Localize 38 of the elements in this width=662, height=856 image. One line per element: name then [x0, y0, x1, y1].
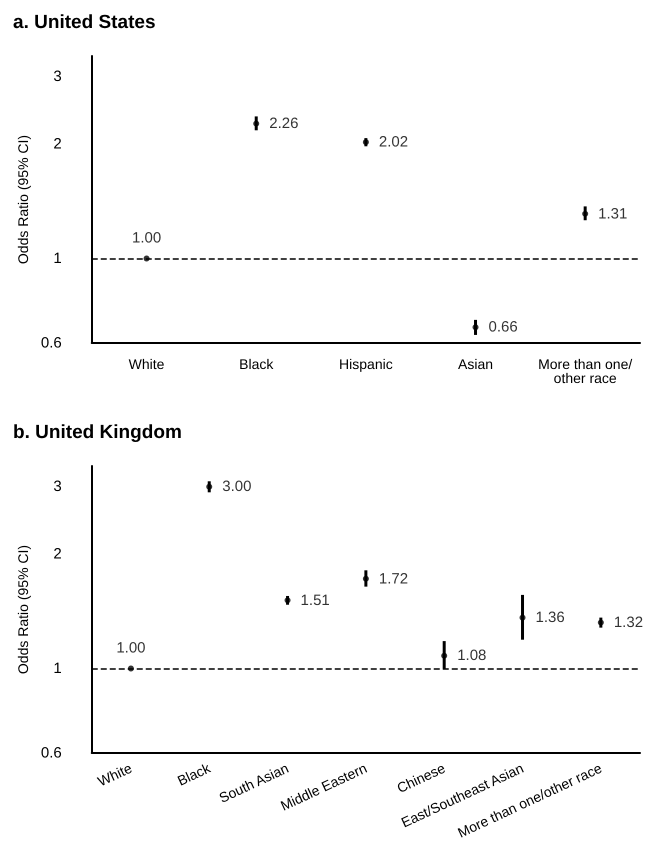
x-tick-label: White: [128, 356, 165, 372]
data-label: 3.00: [222, 478, 252, 496]
x-tick-label: White: [95, 760, 134, 790]
y-tick-label: 2: [53, 545, 62, 562]
point: [472, 324, 479, 330]
data-label: 1.32: [614, 614, 644, 632]
chart-title: a. United States: [13, 12, 156, 33]
data-label: 1.08: [457, 647, 486, 664]
point: [253, 120, 260, 127]
data-label: 1.51: [300, 592, 330, 609]
y-tick-label: 0.6: [40, 334, 62, 352]
point: [520, 614, 526, 621]
data-label: 1.36: [536, 609, 565, 626]
x-tick-label: Hispanic: [339, 356, 393, 372]
y-tick-label: 2: [53, 135, 62, 152]
point: [362, 576, 369, 582]
y-tick-label: 1: [53, 250, 62, 267]
y-tick-label: 0.6: [40, 744, 62, 762]
data-label: 2.26: [269, 115, 298, 132]
x-tick-label: Asian: [458, 356, 494, 372]
y-tick-label: 1: [53, 660, 62, 677]
data-label: 2.02: [378, 134, 408, 151]
data-label: 1.31: [598, 205, 628, 222]
x-tick-label: Black: [239, 356, 274, 372]
x-tick-label: Black: [174, 759, 214, 789]
data-label: 0.66: [488, 318, 518, 336]
x-tick-label: More than one/other race: [538, 356, 632, 386]
data-label: 1.00: [132, 229, 162, 246]
data-label: 1.72: [378, 570, 408, 588]
data-label: 1.00: [116, 639, 146, 656]
y-axis-title: Odds Ratio (95% CI): [15, 134, 31, 264]
y-tick-label: 3: [53, 478, 62, 496]
point: [441, 652, 448, 659]
chart-title: b. United Kingdom: [13, 422, 182, 443]
y-axis-title: Odds Ratio (95% CI): [15, 544, 31, 674]
y-tick-label: 3: [53, 68, 62, 86]
point: [206, 484, 212, 490]
point: [582, 210, 588, 217]
